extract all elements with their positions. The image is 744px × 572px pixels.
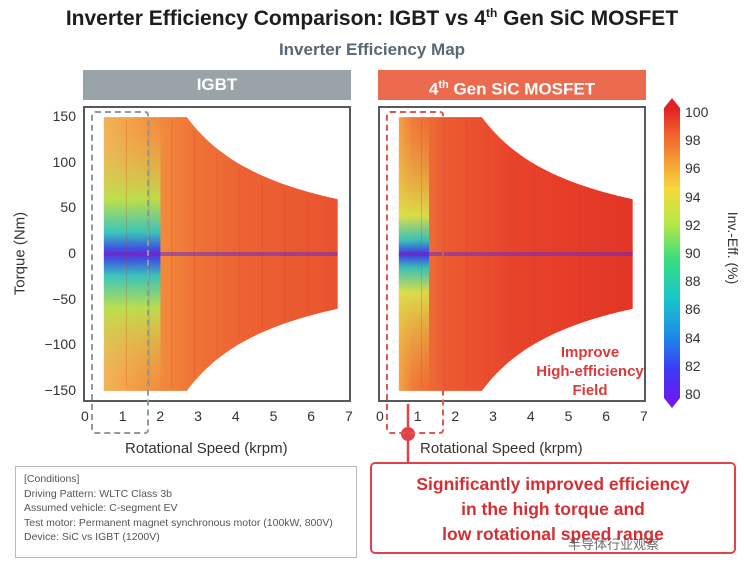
condition-line: Device: SiC vs IGBT (1200V) [24,531,160,543]
colorbar-tick-label: 86 [685,301,701,318]
igbt-highlight-box [91,111,149,434]
x-tick-label: 5 [269,408,278,424]
colorbar-tick-label: 84 [685,329,701,346]
x-tick-label: 4 [231,408,240,424]
x-tick-label: 5 [564,408,573,424]
condition-line: Driving Pattern: WLTC Class 3b [24,487,173,500]
colorbar-tick-label: 82 [685,357,701,374]
colorbar-tick-label: 100 [685,104,709,120]
summary-callout: Significantly improved efficiency in the… [370,462,736,554]
colorbar-bottom-arrow [664,398,680,408]
sic-panel-header: 4th Gen SiC MOSFET [378,70,646,100]
x-tick-label: 7 [640,408,648,424]
callout-dot [401,427,415,441]
colorbar-tick-label: 90 [685,245,701,261]
colorbar-tick-label: 88 [685,273,701,290]
igbt-x-axis-label: Rotational Speed (krpm) [125,440,288,457]
x-tick-label: 1 [413,408,422,424]
x-tick-label: 3 [194,408,202,424]
sic-x-axis-label: Rotational Speed (krpm) [420,440,583,457]
x-tick-label: 3 [489,408,497,424]
improve-annotation: Improve High-efficiency Field [536,344,644,399]
y-axis-label: Torque (Nm) [11,211,29,296]
watermark: 半导体行业观察 [568,537,660,552]
y-tick-label: 150 [52,108,76,125]
x-tick-label: 0 [81,408,89,424]
igbt-panel-header: IGBT [83,70,351,100]
igbt-efficiency-map [103,117,338,391]
condition-line: Test motor: Permanent magnet synchronous… [24,516,333,529]
colorbar-tick-label: 98 [685,132,701,149]
x-tick-label: 6 [602,408,611,424]
page-title: Inverter Efficiency Comparison: IGBT vs … [65,6,679,30]
condition-line: Assumed vehicle: C-segment EV [24,502,178,514]
chart-subtitle: Inverter Efficiency Map [278,40,466,59]
colorbar [664,108,680,398]
colorbar-tick-label: 80 [685,386,701,402]
colorbar-top-arrow [664,98,680,108]
conditions-box: [Conditions] Driving Pattern: WLTC Class… [15,466,357,558]
colorbar-tick-label: 96 [685,160,701,177]
sic-efficiency-map [398,117,633,391]
x-tick-label: 1 [118,408,127,424]
x-tick-label: 2 [451,408,460,424]
colorbar-tick-label: 92 [685,216,701,233]
y-tick-label: −50 [52,290,76,307]
conditions-header: [Conditions] [24,473,80,485]
x-tick-label: 6 [307,408,316,424]
y-tick-label: −100 [44,336,76,353]
y-tick-label: 100 [52,153,76,170]
y-tick-label: 0 [68,245,76,261]
y-tick-label: 50 [60,199,76,216]
x-tick-label: 2 [156,408,165,424]
x-tick-label: 7 [345,408,353,424]
x-tick-label: 4 [526,408,535,424]
sic-highlight-box [386,111,444,434]
sic-zero-torque-band [398,252,633,256]
x-tick-label: 0 [376,408,384,424]
igbt-zero-torque-band [103,252,338,256]
colorbar-title: Inv.-Eff. (%) [725,211,741,285]
y-tick-label: −150 [44,381,76,398]
colorbar-tick-label: 94 [685,188,701,205]
